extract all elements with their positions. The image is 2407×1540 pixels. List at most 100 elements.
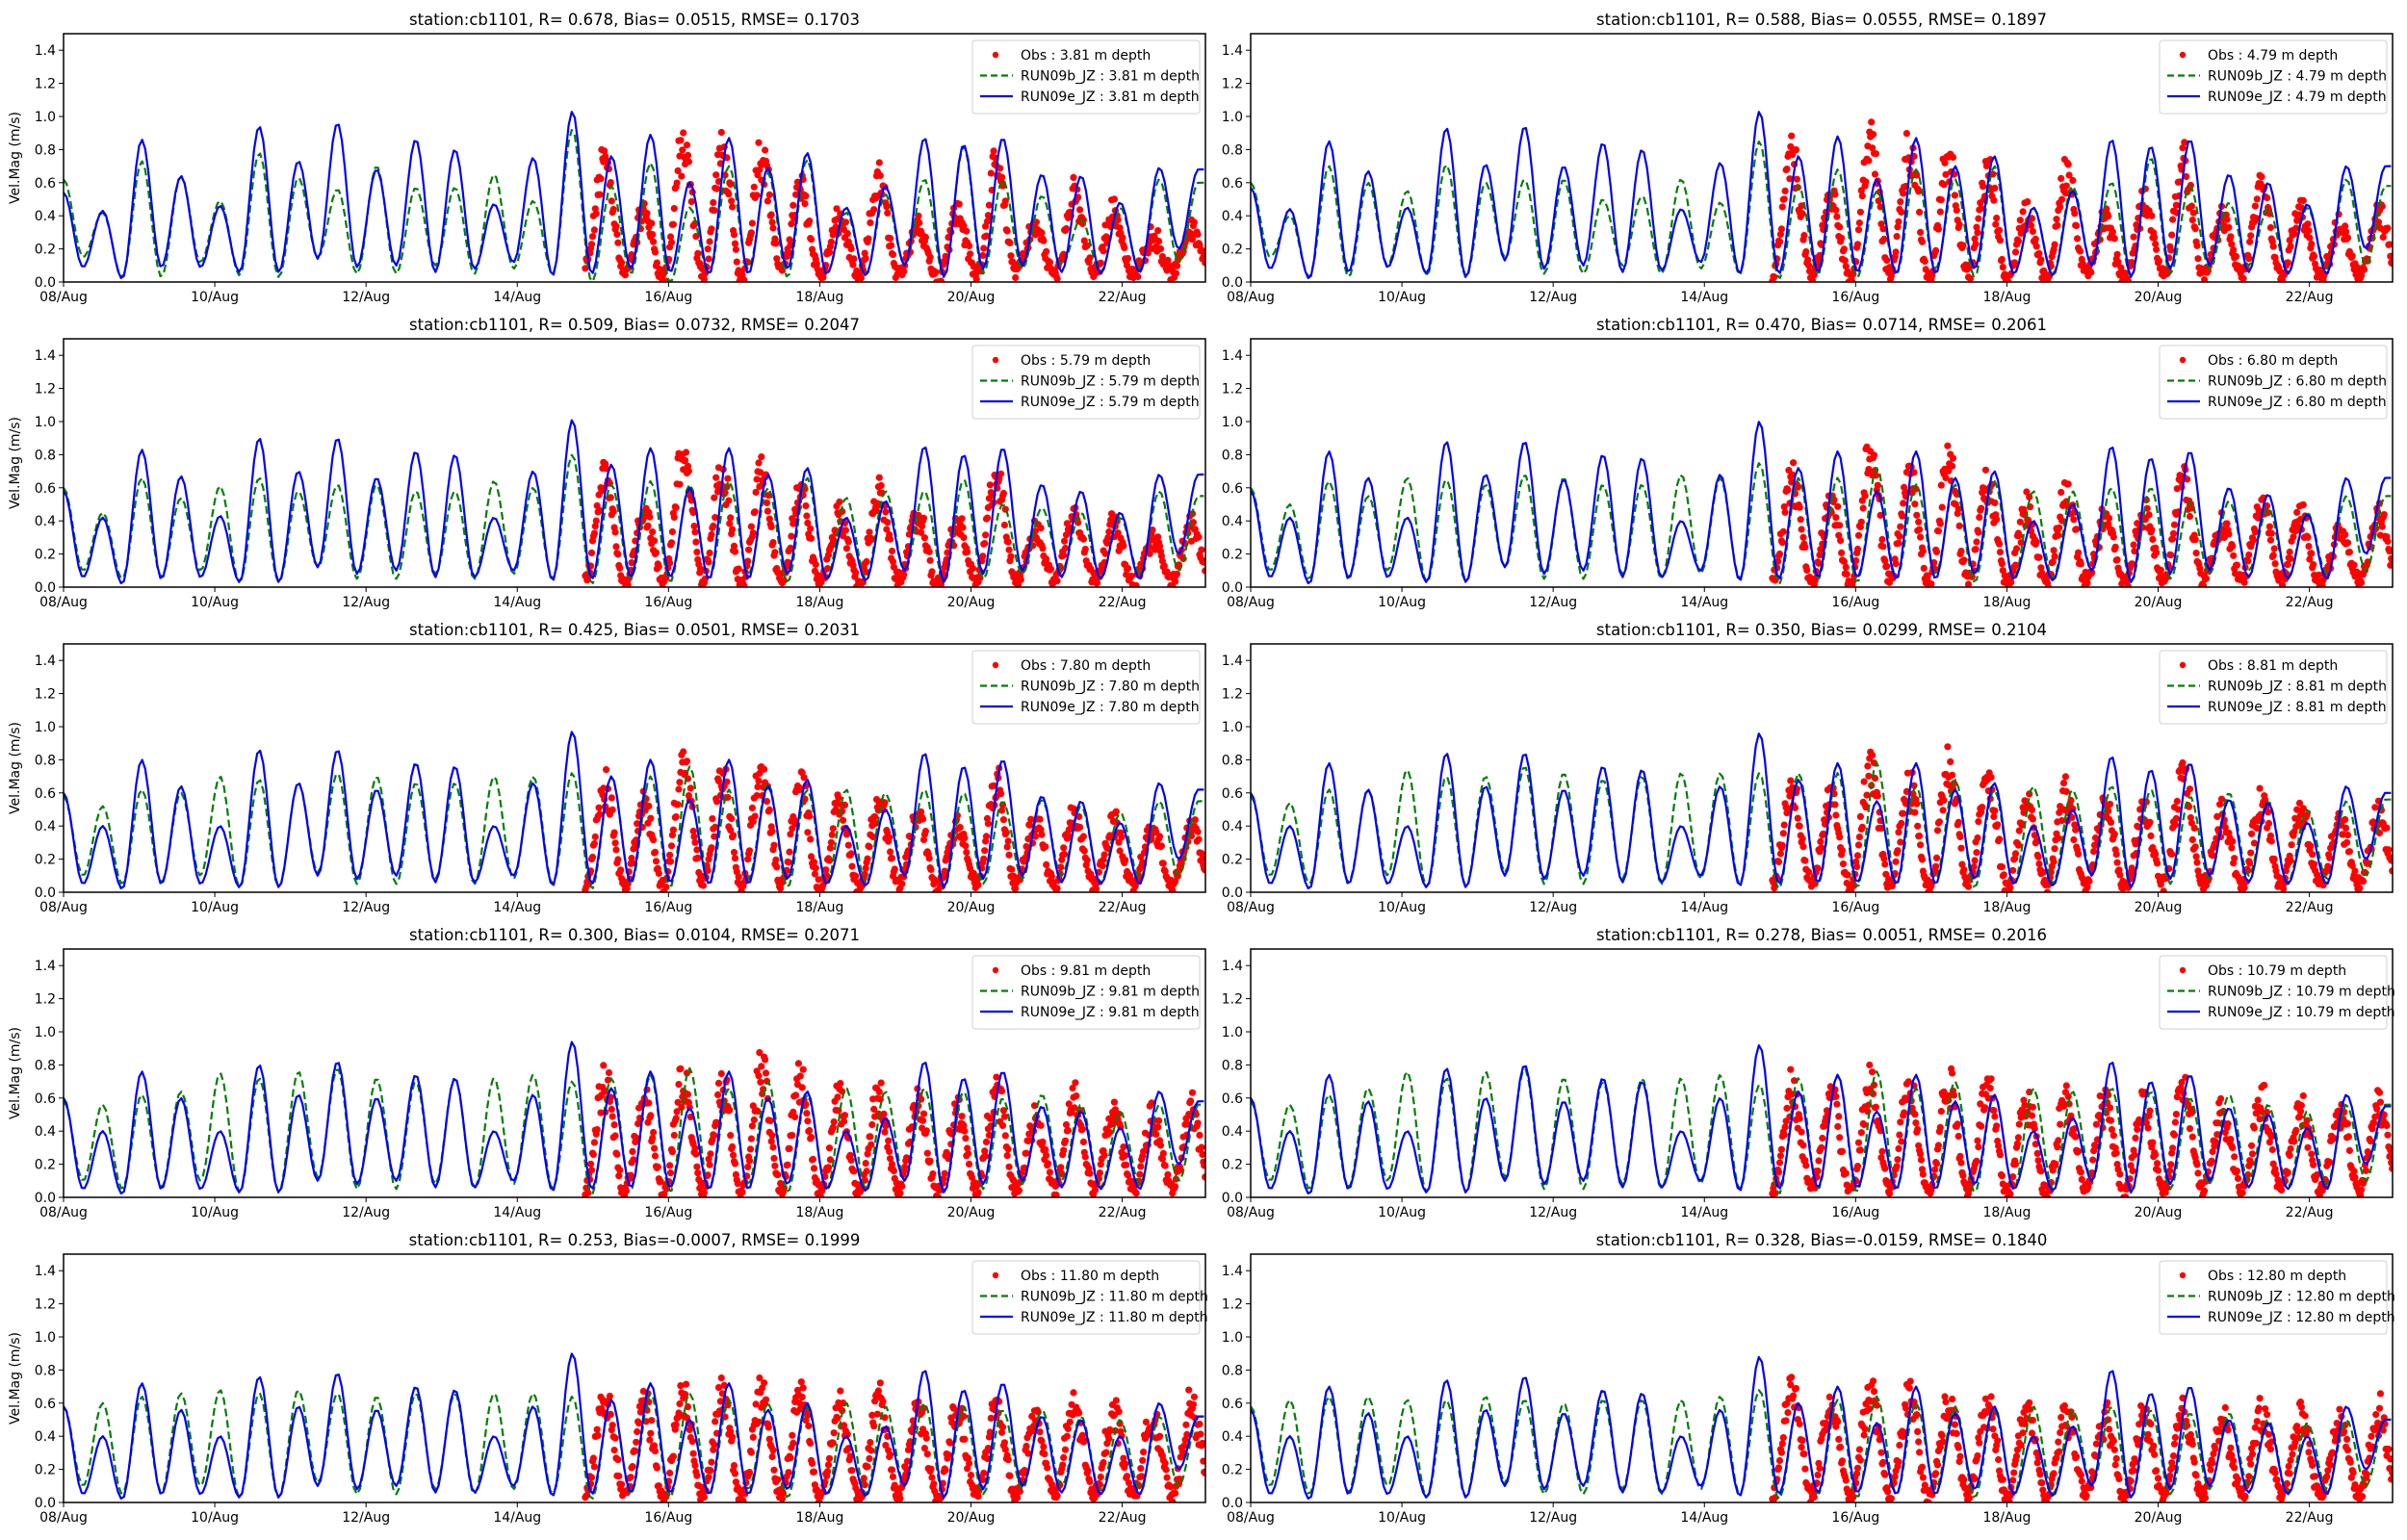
obs-point [875,474,883,481]
obs-point [1064,832,1072,839]
obs-point [1799,210,1806,218]
obs-point [865,235,872,243]
obs-point [1079,535,1087,543]
obs-point [843,230,851,238]
obs-point [1008,865,1016,873]
y-tick-label: 1.2 [1222,687,1243,703]
obs-point [1083,242,1091,249]
obs-point [1798,526,1805,533]
obs-point [804,1117,812,1125]
obs-point [2315,571,2322,578]
obs-point [1841,257,1849,265]
obs-point [2291,230,2298,238]
obs-point [1992,220,2000,228]
obs-point [1955,220,1963,228]
obs-point [765,806,773,814]
obs-point [1975,528,1982,536]
obs-point [723,778,731,785]
y-tick-label: 0.6 [35,1091,56,1107]
obs-point [1154,227,1162,235]
obs-point [2202,575,2211,582]
obs-point [753,792,761,800]
obs-point [1839,860,1848,868]
obs-point [2011,248,2020,256]
obs-point [2230,246,2238,254]
obs-point [982,833,991,840]
obs-point [1879,225,1887,233]
obs-point [1978,204,1985,213]
obs-point [792,1091,800,1099]
obs-point [2110,831,2118,838]
obs-point [755,139,763,146]
obs-point [666,233,675,241]
axes-frame [1250,33,2394,283]
obs-point [727,514,735,522]
obs-point [1901,483,1908,491]
subplot: station:cb1101, R= 0.509, Bias= 0.0732, … [8,316,1206,610]
obs-point [711,1132,718,1140]
obs-point [1783,166,1791,173]
obs-point [1902,130,1910,138]
obs-point [852,569,860,577]
obs-point [725,191,733,198]
obs-point [1060,552,1068,559]
obs-point [713,185,721,192]
obs-point [680,748,687,756]
obs-point [2310,561,2317,569]
obs-point [1038,831,1046,838]
obs-point [2058,488,2065,497]
obs-point [2087,269,2095,276]
obs-point [727,180,735,189]
obs-point [704,866,712,875]
obs-point [883,203,891,211]
obs-point [958,1113,966,1120]
obs-point [1959,242,1967,249]
obs-point [841,526,850,534]
obs-point [2157,566,2164,574]
obs-point [666,559,674,567]
obs-point [2037,564,2045,572]
obs-point [1957,844,1965,852]
obs-point [2359,878,2368,886]
x-tick-label: 22/Aug [1099,595,1147,610]
obs-point [1792,146,1800,154]
subplot-title: station:cb1101, R= 0.509, Bias= 0.0732, … [409,316,860,334]
obs-point [877,481,885,490]
obs-point [1112,808,1120,815]
y-tick-label: 0.2 [35,548,56,563]
obs-point [1079,1138,1087,1145]
obs-point [1778,841,1786,850]
x-tick-label: 08/Aug [1227,290,1275,305]
obs-point [1872,150,1879,158]
obs-point [1949,153,1957,161]
obs-point [784,558,791,566]
obs-point [1075,812,1083,821]
obs-point [758,1063,765,1070]
obs-point [1012,885,1020,892]
obs-point [2114,258,2122,266]
x-tick-label: 10/Aug [1378,595,1426,610]
obs-point [731,855,739,862]
obs-point [999,489,1007,498]
obs-point [1012,273,1020,282]
obs-point [1787,777,1795,784]
legend-label: RUN09b_JZ : 5.79 m depth [1021,374,1200,390]
obs-point [680,129,687,137]
plot-area [1251,421,2393,587]
obs-point [1938,503,1946,511]
obs-point [1064,1126,1072,1135]
x-tick-label: 18/Aug [795,1205,843,1220]
obs-point [960,221,968,230]
obs-point [1086,1169,1094,1177]
obs-point [647,814,655,822]
obs-point [744,557,752,565]
obs-point [1005,1163,1013,1170]
obs-point [2069,176,2077,185]
obs-point [1945,467,1953,475]
obs-point [1874,792,1881,800]
obs-point [699,882,708,889]
obs-point [1838,847,1847,855]
obs-point [1081,546,1089,553]
y-tick-label: 1.4 [1222,654,1243,669]
obs-point [2028,806,2036,814]
